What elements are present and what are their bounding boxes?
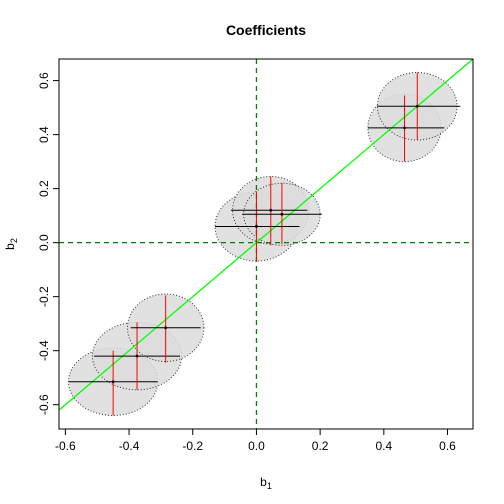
ellipse-layer: [68, 72, 458, 416]
y-axis-label: b2: [3, 238, 19, 250]
x-axis-label-base: b: [260, 475, 267, 489]
point-5: [269, 208, 273, 212]
plot-area: [59, 59, 473, 429]
point-3: [164, 326, 168, 330]
point-1: [111, 380, 115, 384]
y-tick-label-7: 0.6: [37, 72, 51, 89]
x-tick-label-1: -0.6: [55, 439, 76, 453]
y-axis-label-sub: 2: [9, 238, 19, 243]
y-axis-label-base: b: [3, 243, 17, 250]
point-8: [415, 104, 419, 108]
x-tick-label-5: 0.2: [312, 439, 329, 453]
y-tick-label-4: 0.0: [37, 234, 51, 251]
y-tick-label-1: -0.6: [37, 394, 51, 415]
x-axis-label-sub: 1: [267, 481, 272, 491]
x-axis-label: b1: [260, 475, 272, 491]
x-tick-label-3: -0.2: [182, 439, 203, 453]
y-tick-label-3: -0.2: [37, 286, 51, 307]
y-tick-label-2: -0.4: [37, 340, 51, 361]
y-tick-label-5: 0.2: [37, 180, 51, 197]
point-6: [280, 212, 284, 216]
identity-line: [59, 59, 473, 411]
y-axis: -0.6 -0.4 -0.2 0.0 0.2 0.4 0.6: [37, 72, 59, 415]
x-tick-label-6: 0.4: [375, 439, 392, 453]
plot-frame: [58, 58, 474, 430]
point-7: [403, 126, 406, 130]
x-axis: -0.6 -0.4 -0.2 0.0 0.2 0.4 0.6: [55, 429, 456, 453]
y-tick-label-6: 0.4: [37, 126, 51, 143]
chart-title: Coefficients: [226, 22, 306, 38]
x-tick-label-2: -0.4: [119, 439, 140, 453]
point-2: [135, 354, 139, 358]
point-4: [255, 225, 258, 228]
x-tick-label-7: 0.6: [439, 439, 456, 453]
x-tick-label-4: 0.0: [248, 439, 265, 453]
point-layer: [111, 104, 419, 384]
